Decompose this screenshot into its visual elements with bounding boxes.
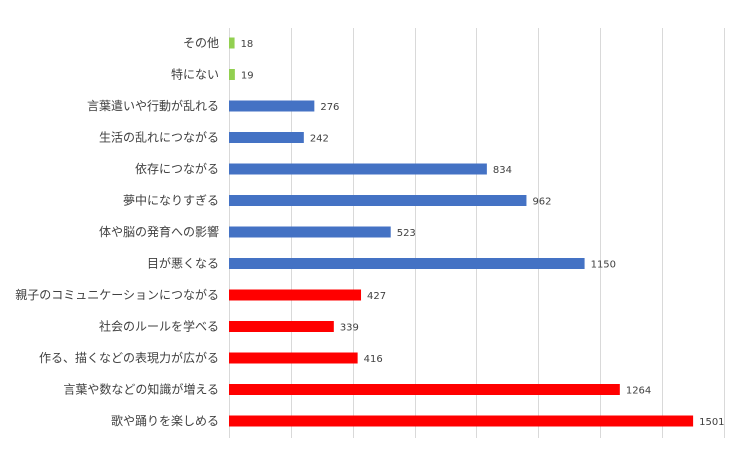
category-label: 歌や踊りを楽しめる bbox=[111, 413, 219, 428]
bar bbox=[229, 415, 694, 427]
data-label: 1264 bbox=[626, 386, 651, 397]
data-label: 18 bbox=[241, 39, 254, 50]
category-label: 生活の乱れにつながる bbox=[99, 130, 219, 145]
bar bbox=[229, 132, 304, 143]
category-label: 社会のルールを学べる bbox=[99, 319, 219, 334]
category-label: 目が悪くなる bbox=[147, 256, 219, 271]
data-label: 1150 bbox=[591, 260, 616, 271]
data-label: 242 bbox=[310, 134, 329, 145]
data-label: 416 bbox=[364, 354, 383, 365]
data-label: 276 bbox=[320, 102, 339, 113]
bar bbox=[229, 352, 358, 364]
bar bbox=[229, 321, 334, 332]
category-label: 特にない bbox=[171, 67, 219, 82]
category-label: 親子のコミュニケーションにつながる bbox=[15, 287, 219, 302]
bar bbox=[229, 163, 487, 175]
category-label: 体や脳の発育への影響 bbox=[99, 224, 219, 239]
bar bbox=[229, 226, 391, 238]
bar bbox=[229, 258, 585, 269]
data-label: 427 bbox=[367, 291, 386, 302]
data-label: 19 bbox=[241, 71, 254, 82]
category-label: 夢中になりすぎる bbox=[123, 193, 219, 208]
data-label: 339 bbox=[340, 323, 359, 334]
bar bbox=[229, 100, 315, 112]
category-label: 依存につながる bbox=[135, 161, 219, 176]
labels: その他 18 特にない 19 言葉遣いや行動が乱れる 276 生活の乱れにつながる 242 依存… bbox=[15, 36, 724, 428]
bar bbox=[229, 69, 235, 80]
category-label: 言葉遣いや行動が乱れる bbox=[87, 98, 219, 113]
bar bbox=[229, 195, 527, 206]
category-label: 言葉や数などの知識が増える bbox=[63, 382, 219, 397]
category-label: その他 bbox=[183, 36, 219, 50]
data-label: 962 bbox=[532, 197, 551, 208]
data-label: 523 bbox=[397, 228, 416, 239]
category-label: 作る、描くなどの表現力が広がる bbox=[39, 350, 219, 365]
data-label: 834 bbox=[493, 165, 512, 176]
bar bbox=[229, 37, 235, 49]
bar bbox=[229, 289, 362, 301]
gridlines bbox=[229, 28, 725, 438]
data-label: 1501 bbox=[699, 417, 724, 428]
bars bbox=[229, 37, 694, 427]
bar bbox=[229, 384, 620, 395]
